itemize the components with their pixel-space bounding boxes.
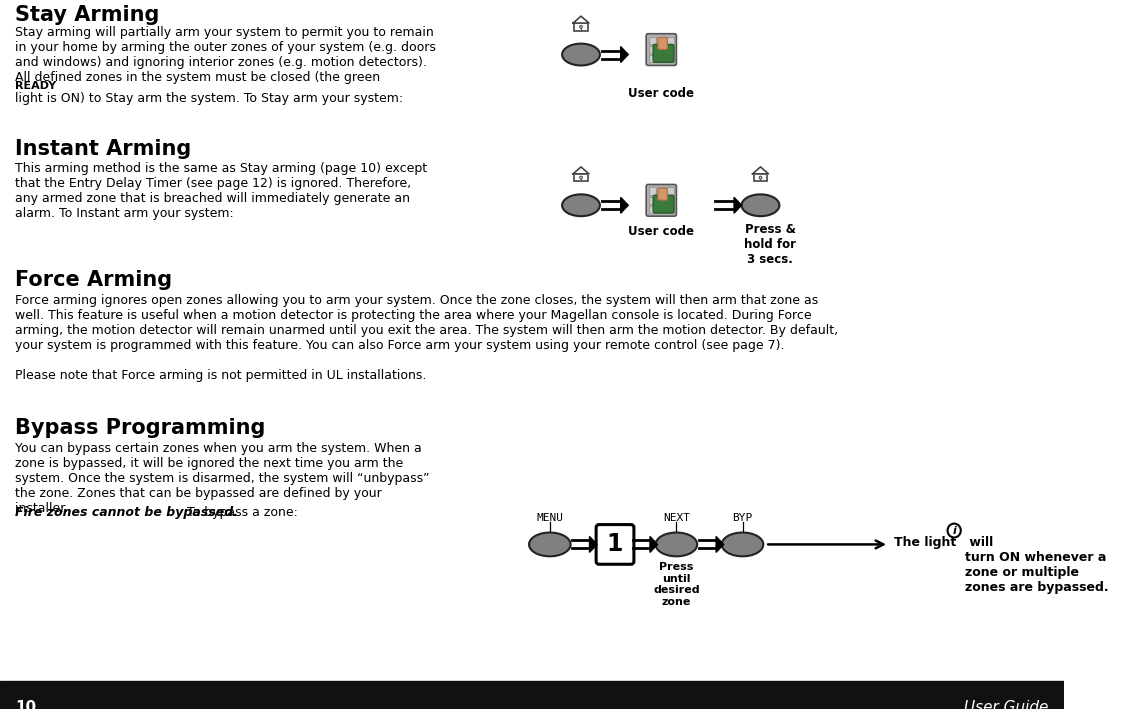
Text: will
turn ON whenever a
zone or multiple
zones are bypassed.: will turn ON whenever a zone or multiple…: [965, 536, 1108, 594]
Text: User Guide: User Guide: [964, 699, 1048, 714]
FancyBboxPatch shape: [646, 184, 677, 216]
Bar: [658, 206, 664, 213]
Text: Stay arming will partially arm your system to permit you to remain
in your home : Stay arming will partially arm your syst…: [15, 26, 436, 84]
Polygon shape: [650, 536, 658, 553]
Text: Press &
hold for
3 secs.: Press & hold for 3 secs.: [744, 223, 796, 266]
Text: light is ON) to Stay arm the system. To Stay arm your system:: light is ON) to Stay arm the system. To …: [15, 92, 403, 105]
Polygon shape: [734, 197, 742, 213]
Polygon shape: [573, 167, 589, 174]
Polygon shape: [716, 536, 724, 553]
Bar: [574, 174, 588, 182]
Bar: [0, 681, 1064, 709]
Polygon shape: [620, 197, 628, 213]
Polygon shape: [590, 536, 597, 553]
Bar: [667, 46, 673, 53]
Bar: [658, 36, 664, 44]
FancyBboxPatch shape: [596, 525, 634, 564]
Bar: [754, 174, 767, 182]
Bar: [667, 206, 673, 213]
FancyBboxPatch shape: [658, 188, 668, 200]
Text: The light: The light: [894, 536, 960, 550]
Bar: [667, 197, 673, 204]
Polygon shape: [752, 167, 768, 174]
Text: Stay Arming: Stay Arming: [15, 5, 160, 25]
Bar: [574, 23, 588, 31]
FancyBboxPatch shape: [646, 34, 677, 66]
Circle shape: [948, 523, 960, 538]
Text: NEXT: NEXT: [663, 513, 690, 523]
Ellipse shape: [742, 194, 779, 216]
Text: 10: 10: [15, 699, 36, 714]
FancyBboxPatch shape: [653, 195, 674, 213]
Text: User code: User code: [628, 87, 695, 100]
Text: Fire zones cannot be bypassed.: Fire zones cannot be bypassed.: [15, 506, 238, 519]
Ellipse shape: [529, 533, 571, 556]
FancyBboxPatch shape: [653, 44, 674, 62]
Bar: [649, 36, 656, 44]
Ellipse shape: [562, 194, 600, 216]
Bar: [649, 197, 656, 204]
Text: You can bypass certain zones when you arm the system. When a
zone is bypassed, i: You can bypass certain zones when you ar…: [15, 443, 430, 516]
Bar: [667, 36, 673, 44]
Ellipse shape: [722, 533, 763, 556]
FancyBboxPatch shape: [658, 37, 668, 49]
Ellipse shape: [655, 533, 697, 556]
Text: Bypass Programming: Bypass Programming: [15, 418, 266, 438]
Text: READY: READY: [15, 82, 56, 92]
Bar: [658, 55, 664, 62]
Text: Force arming ignores open zones allowing you to arm your system. Once the zone c: Force arming ignores open zones allowing…: [15, 294, 838, 382]
Circle shape: [580, 26, 582, 29]
Text: i: i: [953, 526, 956, 536]
Polygon shape: [620, 46, 628, 62]
Bar: [658, 187, 664, 194]
Ellipse shape: [562, 44, 600, 66]
Circle shape: [580, 176, 582, 179]
Bar: [658, 46, 664, 53]
Text: Press
until
desired
zone: Press until desired zone: [653, 562, 699, 607]
Text: Instant Arming: Instant Arming: [15, 139, 191, 159]
Bar: [658, 197, 664, 204]
Bar: [649, 55, 656, 62]
Polygon shape: [573, 16, 589, 23]
Bar: [649, 46, 656, 53]
Text: MENU: MENU: [536, 513, 563, 523]
Bar: [649, 187, 656, 194]
Text: 1: 1: [607, 533, 623, 556]
Text: To bypass a zone:: To bypass a zone:: [184, 506, 298, 519]
Bar: [667, 187, 673, 194]
Text: BYP: BYP: [732, 513, 752, 523]
Text: User code: User code: [628, 225, 695, 238]
Circle shape: [759, 176, 762, 179]
Text: Force Arming: Force Arming: [15, 270, 172, 290]
Text: This arming method is the same as Stay arming (page 10) except
that the Entry De: This arming method is the same as Stay a…: [15, 162, 427, 220]
Bar: [667, 55, 673, 62]
Bar: [649, 206, 656, 213]
